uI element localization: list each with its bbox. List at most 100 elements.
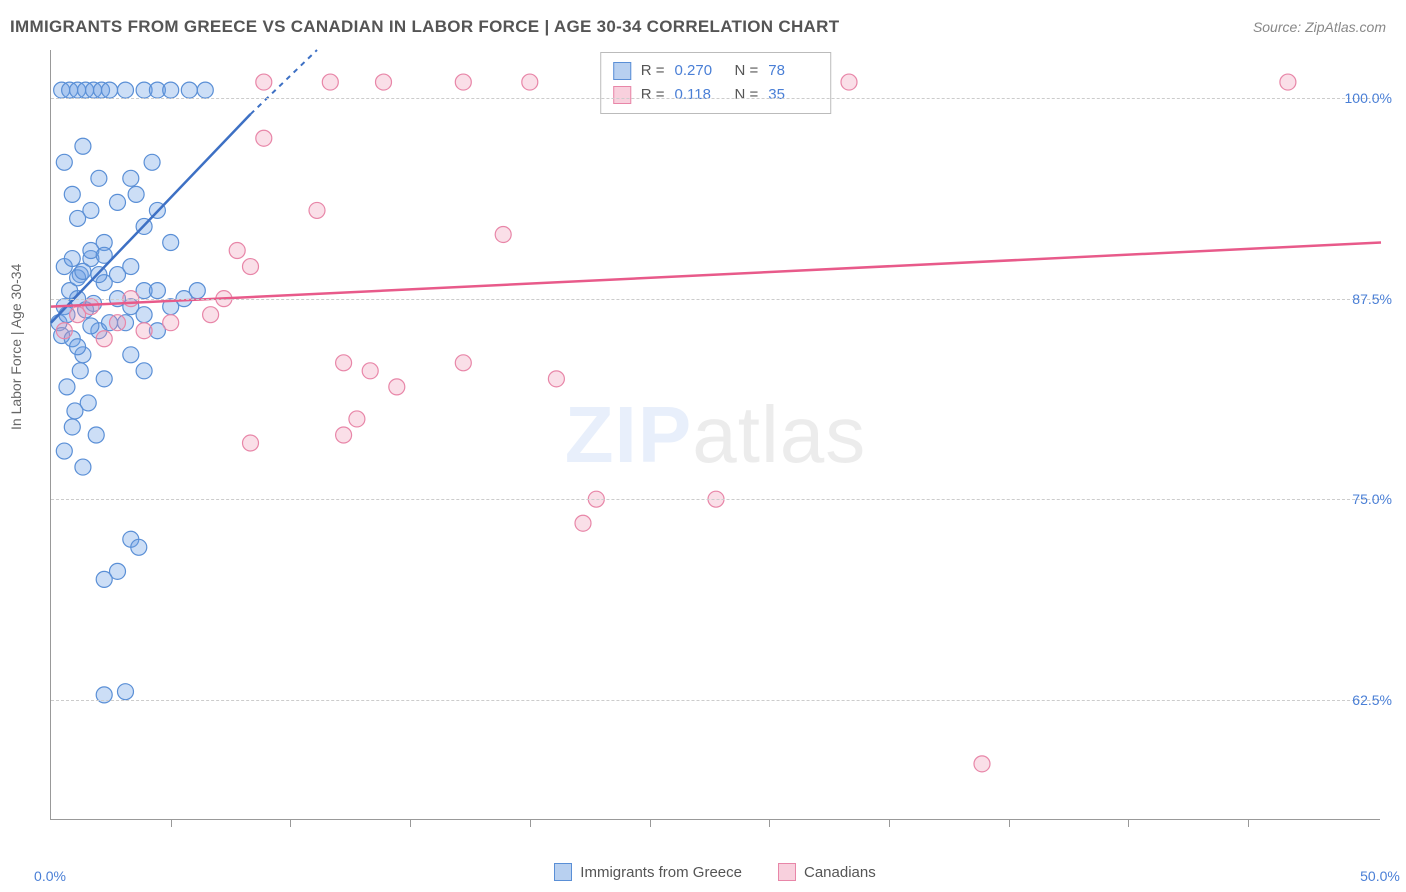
- plot-area: ZIPatlas R =0.270N =78R =0.118N =35: [50, 50, 1380, 820]
- x-tick-label: 0.0%: [34, 868, 66, 884]
- legend-swatch: [778, 863, 796, 881]
- data-point: [455, 355, 471, 371]
- data-point: [83, 299, 99, 315]
- data-point: [841, 74, 857, 90]
- data-point: [70, 339, 86, 355]
- data-point: [336, 355, 352, 371]
- data-point: [64, 251, 80, 267]
- data-point: [575, 515, 591, 531]
- stat-n-value: 78: [768, 59, 818, 83]
- stat-n-label: N =: [735, 83, 759, 107]
- data-point: [163, 82, 179, 98]
- gridline-h: [51, 98, 1380, 99]
- bottom-legend: Immigrants from Greece Canadians: [50, 852, 1380, 892]
- data-point: [163, 235, 179, 251]
- data-point: [1280, 74, 1296, 90]
- stats-legend-row: R = 0.270 N = 78: [613, 59, 819, 83]
- stats-legend-row: R =0.118N =35: [613, 83, 819, 107]
- data-point: [123, 170, 139, 186]
- data-point: [110, 315, 126, 331]
- data-point: [83, 202, 99, 218]
- title-bar: IMMIGRANTS FROM GREECE VS CANADIAN IN LA…: [0, 0, 1406, 44]
- data-point: [163, 315, 179, 331]
- scatter-plot: [51, 50, 1380, 819]
- legend-label: Immigrants from Greece: [580, 864, 742, 881]
- y-tick-label: 62.5%: [1352, 692, 1392, 708]
- stat-r-label: R =: [641, 83, 665, 107]
- x-minor-tick: [1128, 819, 1129, 827]
- data-point: [128, 186, 144, 202]
- data-point: [88, 427, 104, 443]
- data-point: [243, 259, 259, 275]
- source-label: Source: ZipAtlas.com: [1253, 19, 1386, 35]
- data-point: [149, 283, 165, 299]
- data-point: [495, 226, 511, 242]
- legend-swatch: [554, 863, 572, 881]
- legend-item: Immigrants from Greece: [554, 863, 742, 881]
- data-point: [349, 411, 365, 427]
- data-point: [64, 419, 80, 435]
- data-point: [56, 154, 72, 170]
- gridline-h: [51, 299, 1380, 300]
- stats-legend: R =0.270N =78R =0.118N =35: [600, 52, 832, 114]
- x-tick-label: 50.0%: [1360, 868, 1400, 884]
- data-point: [136, 307, 152, 323]
- data-point: [59, 379, 75, 395]
- data-point: [64, 186, 80, 202]
- stat-r-label: R =: [641, 59, 665, 83]
- data-point: [91, 170, 107, 186]
- data-point: [72, 363, 88, 379]
- data-point: [131, 539, 147, 555]
- data-point: [83, 318, 99, 334]
- data-point: [256, 130, 272, 146]
- chart-title: IMMIGRANTS FROM GREECE VS CANADIAN IN LA…: [10, 17, 839, 37]
- data-point: [548, 371, 564, 387]
- data-point: [75, 459, 91, 475]
- data-point: [136, 363, 152, 379]
- data-point: [117, 684, 133, 700]
- y-tick-label: 75.0%: [1352, 491, 1392, 507]
- data-point: [136, 323, 152, 339]
- data-point: [243, 435, 259, 451]
- data-point: [110, 194, 126, 210]
- data-point: [362, 363, 378, 379]
- stat-r-value: 0.270: [675, 59, 725, 83]
- stat-n-value: 35: [768, 83, 818, 107]
- x-minor-tick: [889, 819, 890, 827]
- data-point: [96, 371, 112, 387]
- data-point: [110, 563, 126, 579]
- data-point: [117, 82, 133, 98]
- data-point: [229, 243, 245, 259]
- legend-label: Canadians: [804, 864, 876, 881]
- data-point: [322, 74, 338, 90]
- data-point: [56, 443, 72, 459]
- data-point: [336, 427, 352, 443]
- stat-n-label: N =: [735, 59, 759, 83]
- data-point: [144, 154, 160, 170]
- data-point: [203, 307, 219, 323]
- data-point: [522, 74, 538, 90]
- gridline-h: [51, 499, 1380, 500]
- y-tick-label: 100.0%: [1345, 90, 1392, 106]
- data-point: [189, 283, 205, 299]
- legend-swatch: [613, 86, 631, 104]
- data-point: [56, 323, 72, 339]
- data-point: [197, 82, 213, 98]
- y-tick-label: 87.5%: [1352, 291, 1392, 307]
- legend-item: Canadians: [778, 863, 876, 881]
- x-minor-tick: [1248, 819, 1249, 827]
- x-minor-tick: [410, 819, 411, 827]
- data-point: [102, 82, 118, 98]
- legend-swatch: [613, 62, 631, 80]
- data-point: [123, 259, 139, 275]
- x-minor-tick: [1009, 819, 1010, 827]
- data-point: [181, 82, 197, 98]
- y-axis-label: In Labor Force | Age 30-34: [8, 264, 24, 430]
- x-minor-tick: [171, 819, 172, 827]
- gridline-h: [51, 700, 1380, 701]
- data-point: [123, 347, 139, 363]
- x-minor-tick: [650, 819, 651, 827]
- x-minor-tick: [769, 819, 770, 827]
- data-point: [309, 202, 325, 218]
- data-point: [80, 395, 96, 411]
